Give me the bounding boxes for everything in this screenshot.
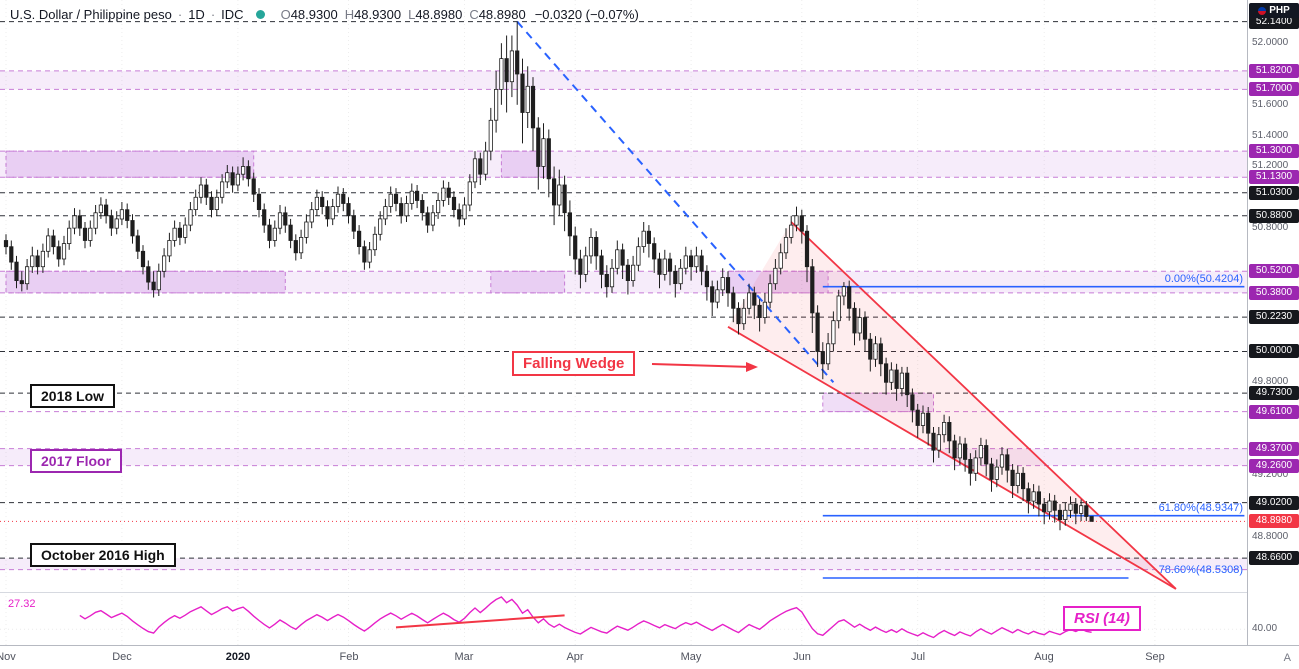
chart-pane[interactable]: 0.00%(50.4204) 61.80%(48.9347) 78.60%(48.5…	[0, 0, 1247, 645]
close-value: 48.8980	[478, 7, 526, 22]
fib-level-label[interactable]: 0.00%(50.4204)	[1164, 273, 1243, 285]
price-level-badge: 49.3700	[1249, 442, 1299, 456]
low-label: L	[408, 7, 416, 22]
fib-level-label[interactable]: 61.80%(48.9347)	[1158, 502, 1243, 514]
price-level-badge: 51.0300	[1249, 186, 1299, 200]
wedge-upper-line[interactable]	[790, 221, 1177, 590]
price-level-badge: 49.0200	[1249, 496, 1299, 510]
market-status-icon[interactable]	[255, 10, 265, 19]
price-level-badge: 48.6600	[1249, 551, 1299, 565]
time-axis-label: 2020	[225, 651, 251, 663]
pane-divider[interactable]	[0, 592, 1299, 593]
change-value: −0.0320 (−0.07%)	[534, 7, 639, 22]
annotation-falling-wedge[interactable]: Falling Wedge	[512, 351, 636, 376]
price-level-badge: 52.1400	[1249, 15, 1299, 29]
price-axis-label: 48.8000	[1252, 531, 1289, 542]
time-axis-label: Feb	[339, 651, 359, 663]
price-level-badge: 49.6100	[1249, 405, 1299, 419]
price-level-badge: 50.2230	[1249, 310, 1299, 324]
low-value: 48.8980	[415, 7, 463, 22]
price-level-badge: 50.0000	[1249, 344, 1299, 358]
support-band[interactable]	[0, 70, 1247, 90]
symbol-header[interactable]: U.S. Dollar / Philippine peso · 1D · IDC…	[10, 7, 639, 22]
time-axis-label: Jul	[910, 651, 926, 663]
zone-box[interactable]	[5, 150, 255, 178]
open-value: 48.9300	[290, 7, 338, 22]
price-axis-label: 52.0000	[1252, 37, 1289, 48]
high-value: 48.9300	[354, 7, 402, 22]
support-band[interactable]	[0, 151, 1247, 178]
exchange-label: IDC	[221, 7, 244, 22]
annotation-rsi-label[interactable]: RSI (14)	[1063, 606, 1141, 631]
price-level-badge: 50.8800	[1249, 209, 1299, 223]
philippines-flag-icon	[1258, 6, 1267, 15]
candles-layer	[3, 21, 1094, 531]
price-axis[interactable]: PHP 52.0000 51.6000 51.4000 51.2000 50.8000 4…	[1247, 0, 1299, 645]
rsi-axis-label: 40.00	[1252, 623, 1278, 634]
price-chart-svg[interactable]	[0, 0, 1247, 645]
support-band[interactable]	[0, 448, 1247, 466]
zone-box[interactable]	[490, 270, 566, 294]
separator: ·	[210, 7, 216, 22]
rsi-trendline[interactable]	[395, 614, 565, 629]
time-axis-label: Apr	[566, 651, 584, 663]
currency-code: PHP	[1269, 5, 1290, 16]
rsi-current-value: 27.32	[8, 598, 36, 610]
last-price-badge: 48.8980	[1249, 514, 1299, 528]
wedge-lower-line[interactable]	[727, 326, 1177, 590]
currency-badge: PHP	[1249, 3, 1299, 18]
price-axis-label: 51.4000	[1252, 130, 1289, 141]
annotation-floor-2017[interactable]: 2017 Floor	[30, 449, 123, 473]
fib-level-label[interactable]: 78.60%(48.5308)	[1158, 564, 1243, 576]
downtrend-line[interactable]	[516, 20, 835, 383]
price-axis-label: 51.6000	[1252, 99, 1289, 110]
price-level-badge: 51.7000	[1249, 82, 1299, 96]
price-level-badge: 51.8200	[1249, 64, 1299, 78]
price-axis-label: 49.2000	[1252, 469, 1289, 480]
time-axis-label: Aug	[1034, 651, 1054, 663]
support-band[interactable]	[0, 558, 1247, 570]
time-axis-label: Mar	[454, 651, 474, 663]
price-axis-label: 50.8000	[1252, 222, 1289, 233]
price-level-badge: 50.5200	[1249, 264, 1299, 278]
annotation-high-oct-2016[interactable]: October 2016 High	[30, 543, 176, 567]
open-label: O	[280, 7, 291, 22]
price-level-badge: 51.3000	[1249, 144, 1299, 158]
price-level-badge: 49.7300	[1249, 386, 1299, 400]
annotation-low-2018[interactable]: 2018 Low	[30, 384, 116, 408]
price-level-badge: 49.2600	[1249, 459, 1299, 473]
wedge-arrow	[651, 363, 753, 368]
close-label: C	[469, 7, 479, 22]
time-axis-label: Dec	[112, 651, 132, 663]
time-axis-label: May	[680, 651, 702, 663]
time-axis[interactable]: A Nov Dec 2020 Feb Mar Apr May Jun Jul Aug Sep	[0, 645, 1299, 669]
zone-box[interactable]	[5, 270, 286, 294]
time-axis-label: Sep	[1145, 651, 1165, 663]
price-level-badge: 50.3800	[1249, 286, 1299, 300]
wedge-arrowhead	[746, 362, 758, 372]
ohlc-readout: O48.9300 H48.9300 L48.8980 C48.8980 −0.0…	[281, 7, 639, 22]
high-label: H	[344, 7, 355, 22]
rsi-line[interactable]	[79, 596, 1092, 639]
autoscale-button[interactable]: A	[1283, 652, 1291, 664]
price-level-badge: 51.1300	[1249, 170, 1299, 184]
interval-label[interactable]: 1D	[188, 7, 205, 22]
price-axis-label: 49.8000	[1252, 376, 1289, 387]
separator: ·	[177, 7, 183, 22]
price-axis-label: 51.2000	[1252, 160, 1289, 171]
time-axis-label: Nov	[0, 651, 16, 663]
time-axis-label: Jun	[793, 651, 811, 663]
symbol-title: U.S. Dollar / Philippine peso	[10, 7, 172, 22]
